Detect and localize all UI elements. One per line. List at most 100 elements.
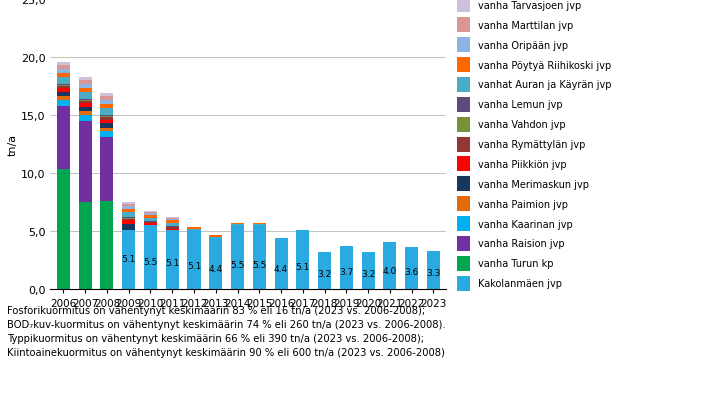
Bar — [78, 202, 91, 289]
FancyBboxPatch shape — [457, 177, 470, 192]
Text: 4.0: 4.0 — [383, 266, 397, 275]
Text: 3.7: 3.7 — [339, 267, 354, 276]
FancyBboxPatch shape — [457, 276, 470, 291]
Bar — [144, 218, 157, 221]
Bar — [296, 230, 310, 289]
Bar — [78, 116, 91, 121]
Bar — [78, 102, 91, 104]
Bar — [122, 218, 135, 219]
Bar — [231, 224, 244, 225]
FancyBboxPatch shape — [457, 236, 470, 251]
Bar — [78, 101, 91, 102]
FancyBboxPatch shape — [457, 216, 470, 231]
Bar — [57, 85, 70, 87]
Text: 5.1: 5.1 — [165, 259, 179, 268]
Bar — [122, 202, 135, 205]
Bar — [144, 223, 157, 224]
Bar — [427, 251, 440, 289]
Bar — [122, 209, 135, 213]
Bar — [361, 252, 374, 289]
Text: vanha Tarvasjoen jvp: vanha Tarvasjoen jvp — [478, 1, 581, 11]
Bar — [122, 221, 135, 224]
FancyBboxPatch shape — [457, 97, 470, 112]
Bar — [253, 223, 266, 224]
Bar — [231, 225, 244, 289]
Bar — [101, 109, 114, 116]
Bar — [101, 132, 114, 138]
Bar — [231, 223, 244, 224]
Text: 3.2: 3.2 — [361, 269, 375, 278]
FancyBboxPatch shape — [457, 137, 470, 152]
Text: 3.3: 3.3 — [426, 269, 441, 278]
Bar — [122, 207, 135, 209]
Text: 5.1: 5.1 — [296, 262, 310, 271]
Bar — [144, 211, 157, 213]
Bar — [166, 229, 179, 230]
Bar — [274, 238, 287, 289]
Text: 5.1: 5.1 — [122, 254, 136, 263]
Text: vanha Vahdon jvp: vanha Vahdon jvp — [478, 120, 566, 130]
Bar — [166, 223, 179, 227]
Bar — [78, 112, 91, 116]
Bar — [101, 201, 114, 289]
Bar — [144, 221, 157, 222]
Text: vanha Raision jvp: vanha Raision jvp — [478, 239, 564, 249]
Bar — [57, 69, 70, 74]
Bar — [78, 81, 91, 84]
Bar — [210, 236, 222, 237]
Bar — [144, 222, 157, 223]
Bar — [78, 93, 91, 100]
Bar — [101, 120, 114, 124]
Text: vanha Lemun jvp: vanha Lemun jvp — [478, 100, 562, 110]
Bar — [101, 116, 114, 117]
FancyBboxPatch shape — [457, 18, 470, 33]
Bar — [57, 89, 70, 93]
Bar — [78, 78, 91, 81]
Text: 5.5: 5.5 — [230, 260, 245, 269]
Bar — [383, 243, 396, 289]
Bar — [122, 224, 135, 230]
FancyBboxPatch shape — [457, 197, 470, 211]
Bar — [101, 104, 114, 109]
FancyBboxPatch shape — [457, 38, 470, 53]
Bar — [166, 230, 179, 289]
Bar — [144, 225, 157, 289]
FancyBboxPatch shape — [457, 256, 470, 271]
Text: vanha Rymättylän jvp: vanha Rymättylän jvp — [478, 140, 585, 150]
Bar — [78, 107, 91, 112]
Bar — [318, 252, 331, 289]
Bar — [78, 84, 91, 88]
Bar — [405, 247, 418, 289]
Bar — [101, 97, 114, 101]
Text: vanha Kaarinan jvp: vanha Kaarinan jvp — [478, 219, 572, 229]
Bar — [144, 214, 157, 215]
Bar — [166, 227, 179, 228]
Text: 5.5: 5.5 — [143, 257, 158, 266]
Bar — [57, 62, 70, 66]
Bar — [144, 224, 157, 225]
Text: vanha Merimaskun jvp: vanha Merimaskun jvp — [478, 179, 589, 189]
Bar — [122, 230, 135, 289]
Y-axis label: tn/a: tn/a — [8, 133, 18, 156]
Text: vanha Pöytyä Riihikoski jvp: vanha Pöytyä Riihikoski jvp — [478, 60, 611, 70]
Text: Kakolanmäen jvp: Kakolanmäen jvp — [478, 278, 562, 288]
Text: 3.6: 3.6 — [405, 268, 419, 277]
Text: 4.4: 4.4 — [209, 264, 222, 273]
Bar — [101, 101, 114, 104]
Bar — [187, 228, 201, 229]
Bar — [253, 225, 266, 289]
Bar — [78, 121, 91, 202]
FancyBboxPatch shape — [457, 157, 470, 172]
Bar — [57, 84, 70, 85]
Bar — [101, 94, 114, 97]
Text: vanha Marttilan jvp: vanha Marttilan jvp — [478, 21, 573, 31]
Bar — [57, 101, 70, 107]
Bar — [166, 220, 179, 221]
Bar — [57, 66, 70, 69]
Text: vanhat Auran ja Käyrän jvp: vanhat Auran ja Käyrän jvp — [478, 80, 611, 90]
Text: 4.4: 4.4 — [274, 265, 288, 274]
Bar — [253, 224, 266, 225]
FancyBboxPatch shape — [457, 117, 470, 132]
Bar — [57, 107, 70, 170]
Bar — [122, 213, 135, 217]
